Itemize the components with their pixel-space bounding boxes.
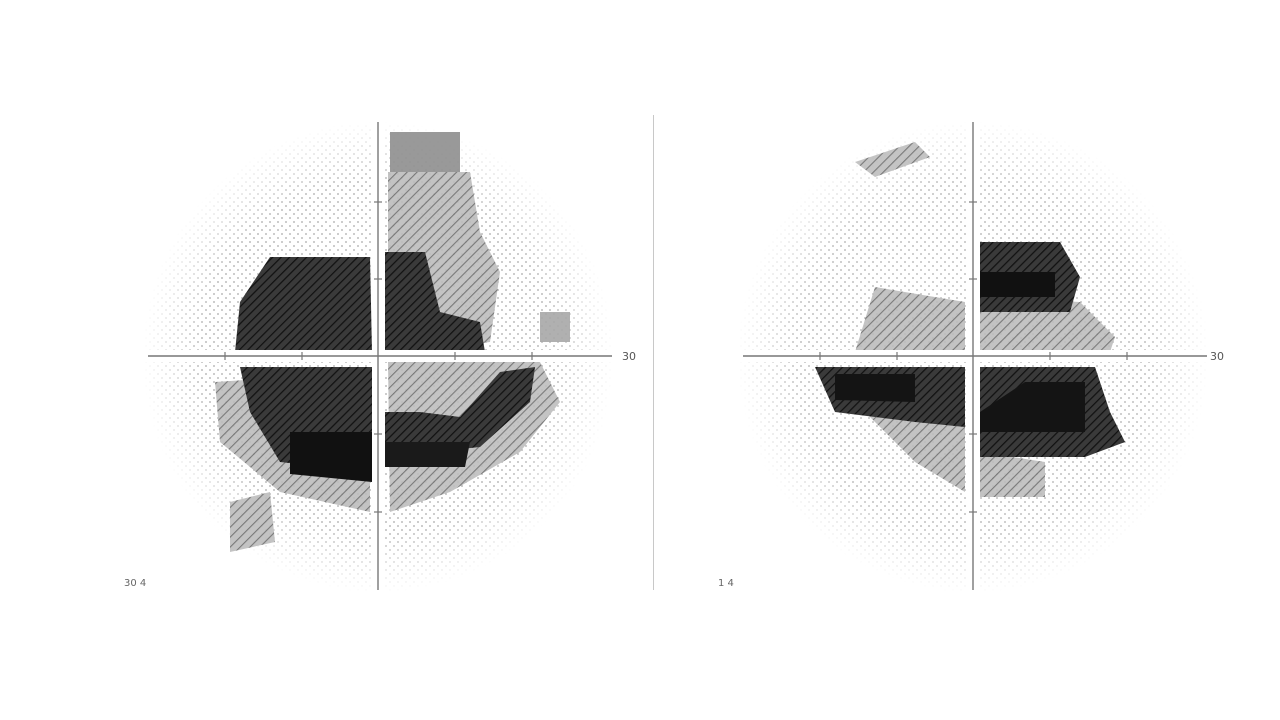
- visual-field-plot-left: [120, 112, 640, 592]
- left-axis-label-30: 30: [622, 350, 636, 363]
- dense-defect-regions: [815, 242, 1125, 457]
- panel-divider: [653, 115, 654, 590]
- visual-field-plot-right: [715, 112, 1235, 592]
- axis-ticks: [819, 201, 1128, 513]
- dense-defect-regions: [235, 252, 535, 482]
- right-axis-label-30: 30: [1210, 350, 1224, 363]
- axis-ticks: [224, 201, 533, 513]
- right-corner-label: 1 4: [718, 578, 734, 589]
- visual-field-right-svg: [737, 121, 1210, 592]
- visual-field-left-svg: [142, 121, 615, 592]
- left-corner-label: 30 4: [124, 578, 147, 589]
